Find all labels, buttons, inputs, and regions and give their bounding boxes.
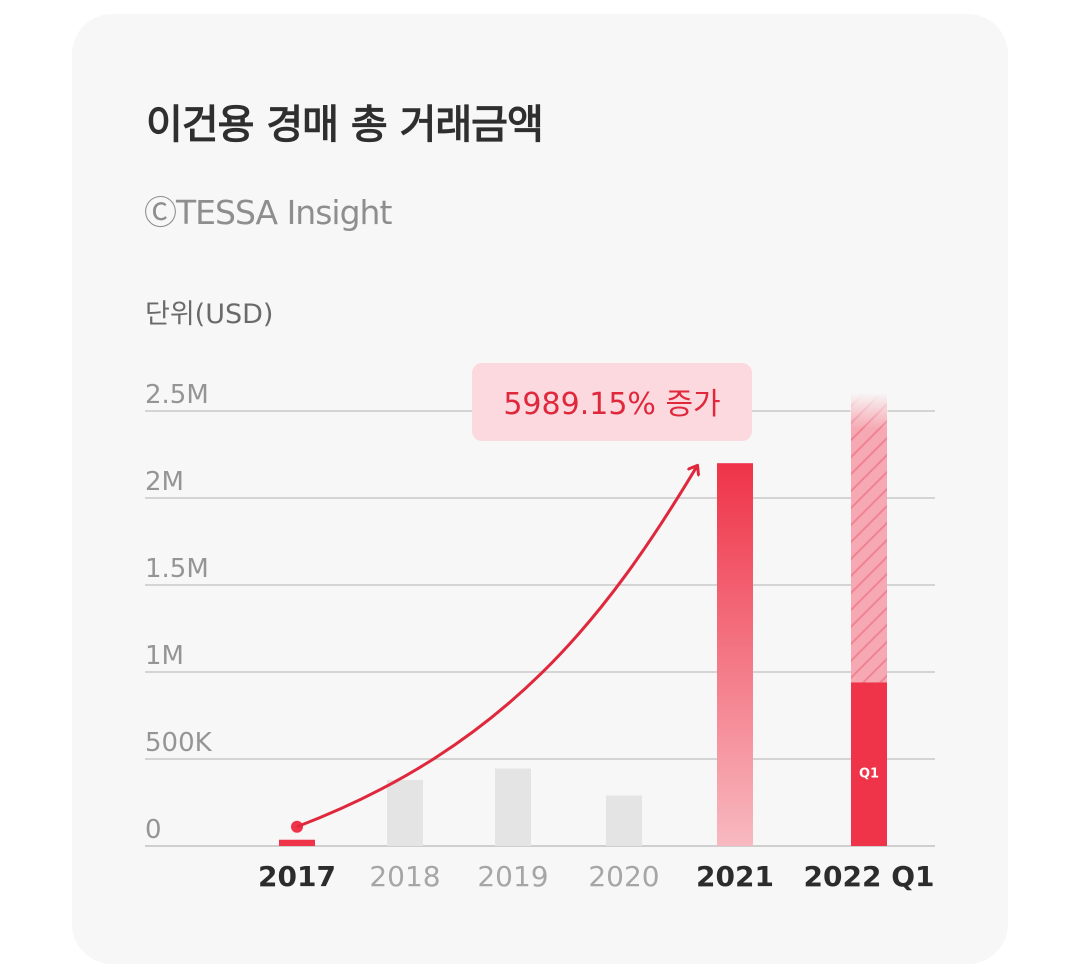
- y-tick-label: 2.5M: [145, 380, 209, 410]
- source-credit: ⒸTESSA Insight: [144, 193, 392, 232]
- chart-title: 이건용 경매 총 거래금액: [146, 102, 544, 148]
- bar-projection-fade: [850, 392, 888, 429]
- bar-projection: [851, 393, 887, 683]
- unit-label: 단위(USD): [145, 299, 274, 330]
- y-tick-label: 0: [145, 815, 162, 845]
- y-tick-label: 2M: [145, 467, 184, 497]
- y-tick-label: 1.5M: [145, 554, 209, 584]
- y-tick-label: 1M: [145, 641, 184, 671]
- growth-callout-text: 5989.15% 증가: [503, 387, 720, 422]
- x-tick-label: 2020: [588, 860, 659, 893]
- bar: [717, 463, 753, 846]
- bar: [851, 682, 887, 846]
- x-tick-label: 2017: [258, 860, 336, 893]
- bar: [387, 779, 423, 846]
- x-tick-label: 2022 Q1: [804, 860, 935, 893]
- bar: [279, 839, 315, 846]
- y-tick-label: 500K: [145, 728, 213, 758]
- growth-callout: [472, 363, 752, 441]
- growth-arrow: [296, 466, 697, 829]
- bar: [495, 768, 531, 846]
- bar: [606, 795, 642, 846]
- x-tick-label: 2021: [696, 860, 774, 893]
- x-tick-label: 2018: [369, 860, 440, 893]
- x-tick-label: 2019: [477, 860, 548, 893]
- bar-inner-label: Q1: [859, 766, 879, 781]
